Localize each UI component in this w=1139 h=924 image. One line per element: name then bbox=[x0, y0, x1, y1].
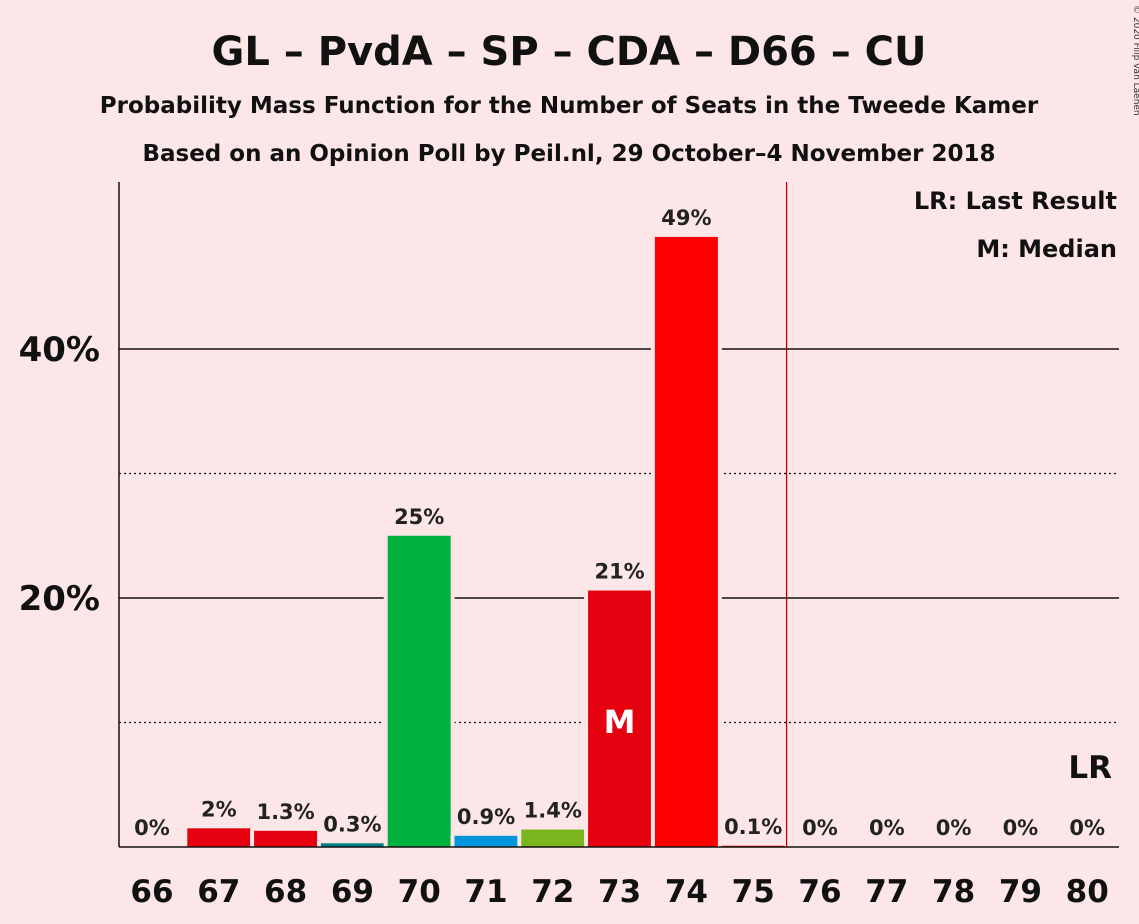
x-tick-label: 74 bbox=[665, 874, 708, 910]
bar bbox=[588, 590, 652, 847]
bar bbox=[521, 829, 585, 847]
chart-title: GL – PvdA – SP – CDA – D66 – CU bbox=[212, 29, 927, 75]
data-label: 0% bbox=[1069, 816, 1105, 840]
x-tick-label: 79 bbox=[999, 874, 1042, 910]
data-label: 0.1% bbox=[724, 815, 782, 839]
bars: 0% 2% 1.3% 0.3% 25% 0.9% 1.4% 21% 49% 0.1% 0% 0% 0% 0… bbox=[134, 206, 1112, 847]
data-label: 21% bbox=[594, 560, 644, 584]
bar bbox=[320, 843, 384, 847]
x-tick-label: 78 bbox=[932, 874, 975, 910]
data-label: 0.3% bbox=[323, 812, 381, 836]
data-label: 0% bbox=[802, 816, 838, 840]
x-tick-label: 68 bbox=[264, 874, 307, 910]
x-tick-label: 69 bbox=[331, 874, 374, 910]
bar bbox=[387, 535, 451, 847]
y-axis-ticks: 20% 40% bbox=[19, 330, 100, 619]
x-tick-label: 76 bbox=[798, 874, 841, 910]
data-label: 0% bbox=[936, 816, 972, 840]
data-label: 1.4% bbox=[524, 799, 582, 823]
last-result-marker: LR bbox=[1068, 750, 1112, 786]
bar bbox=[187, 828, 251, 847]
y-tick-label: 20% bbox=[19, 579, 100, 619]
data-label: 25% bbox=[394, 505, 444, 529]
data-label: 0% bbox=[1003, 816, 1039, 840]
legend-median: M: Median bbox=[976, 235, 1117, 263]
x-tick-label: 67 bbox=[197, 874, 240, 910]
y-tick-label: 40% bbox=[19, 330, 100, 370]
x-tick-label: 75 bbox=[732, 874, 775, 910]
bar bbox=[454, 835, 518, 847]
bar bbox=[254, 830, 318, 847]
bar bbox=[654, 236, 718, 847]
copyright-text: © 2020 Filip van Laenen bbox=[1131, 5, 1139, 116]
data-label: 1.3% bbox=[256, 800, 314, 824]
x-tick-label: 71 bbox=[464, 874, 507, 910]
data-label: 49% bbox=[661, 206, 711, 230]
chart-subtitle-2: Based on an Opinion Poll by Peil.nl, 29 … bbox=[142, 141, 995, 167]
median-marker: M bbox=[604, 703, 636, 741]
x-tick-label: 72 bbox=[531, 874, 574, 910]
x-tick-label: 73 bbox=[598, 874, 641, 910]
data-label: 0.9% bbox=[457, 805, 515, 829]
legend-last-result: LR: Last Result bbox=[914, 187, 1117, 215]
x-tick-label: 80 bbox=[1066, 874, 1109, 910]
x-tick-label: 77 bbox=[865, 874, 908, 910]
data-label: 0% bbox=[869, 816, 905, 840]
chart-subtitle-1: Probability Mass Function for the Number… bbox=[100, 93, 1039, 119]
x-tick-label: 66 bbox=[130, 874, 173, 910]
data-label: 2% bbox=[201, 797, 237, 821]
x-axis-ticks: 66 67 68 69 70 71 72 73 74 75 76 77 78 79 80 bbox=[130, 874, 1108, 910]
x-tick-label: 70 bbox=[398, 874, 441, 910]
data-label: 0% bbox=[134, 816, 170, 840]
